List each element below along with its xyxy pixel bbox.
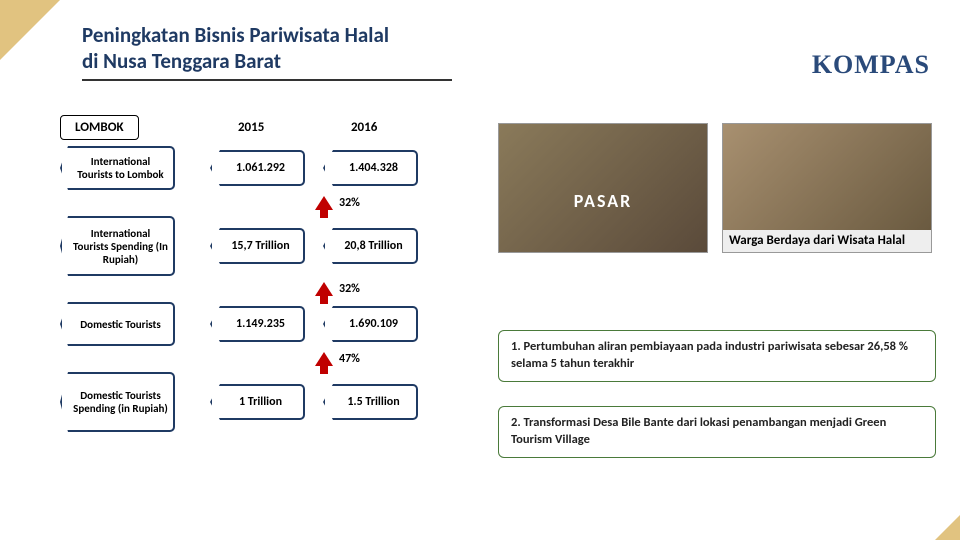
arrow-up-icon (315, 352, 333, 366)
notes-list: 1. Pertumbuhan aliran pembiayaan pada in… (498, 330, 936, 458)
note-item: 1. Pertumbuhan aliran pembiayaan pada in… (498, 330, 936, 382)
growth-percent: 47% (339, 352, 360, 366)
row-label: Domestic Tourists (60, 302, 175, 346)
arrow-up-icon (315, 196, 333, 210)
row-value-2015: 1.149.235 (210, 306, 305, 342)
photo-caption: PASAR (574, 190, 633, 212)
table-row: Domestic Tourists 1.149.235 1.690.109 (60, 302, 480, 346)
row-label: International Tourists Spending (In Rupi… (60, 216, 175, 276)
photo-strip: PASAR Warga Berdaya dari Wisata Halal (498, 123, 932, 253)
year-2016-header: 2016 (317, 120, 412, 135)
decor-corner-bottom-right (935, 515, 960, 540)
growth-percent: 32% (339, 282, 360, 296)
row-value-2016: 1.690.109 (323, 306, 418, 342)
region-badge: LOMBOK (60, 115, 139, 140)
row-value-2016: 1.5 Trillion (323, 384, 418, 420)
growth-indicator: 32% (315, 196, 480, 210)
photo-pasar: PASAR (498, 123, 708, 253)
data-table: LOMBOK 2015 2016 International Tourists … (60, 115, 480, 436)
kompas-logo: KOMPAS (812, 50, 930, 80)
table-row: International Tourists to Lombok 1.061.2… (60, 146, 480, 190)
header-row: LOMBOK 2015 2016 (60, 115, 480, 140)
table-row: International Tourists Spending (In Rupi… (60, 216, 480, 276)
decor-corner-top-left (0, 0, 60, 60)
row-value-2016: 1.404.328 (323, 150, 418, 186)
title-line-2: di Nusa Tenggara Barat (82, 48, 281, 74)
row-label: International Tourists to Lombok (60, 146, 175, 190)
growth-percent: 32% (339, 196, 360, 210)
note-item: 2. Transformasi Desa Bile Bante dari lok… (498, 406, 936, 458)
row-value-2015: 15,7 Trillion (210, 228, 305, 264)
photo-newsclip: Warga Berdaya dari Wisata Halal (722, 123, 932, 253)
table-row: Domestic Tourists Spending (in Rupiah) 1… (60, 372, 480, 432)
growth-indicator: 32% (315, 282, 480, 296)
arrow-up-icon (315, 282, 333, 296)
newsclip-headline: Warga Berdaya dari Wisata Halal (723, 230, 911, 252)
row-label: Domestic Tourists Spending (in Rupiah) (60, 372, 175, 432)
page-title: Peningkatan Bisnis Pariwisata Halal di N… (82, 22, 452, 81)
row-value-2015: 1.061.292 (210, 150, 305, 186)
growth-indicator: 47% (315, 352, 480, 366)
row-value-2016: 20,8 Trillion (323, 228, 418, 264)
year-2015-header: 2015 (204, 120, 299, 135)
title-line-1: Peningkatan Bisnis Pariwisata Halal (82, 22, 389, 48)
row-value-2015: 1 Trillion (210, 384, 305, 420)
newsclip-image (723, 124, 931, 230)
